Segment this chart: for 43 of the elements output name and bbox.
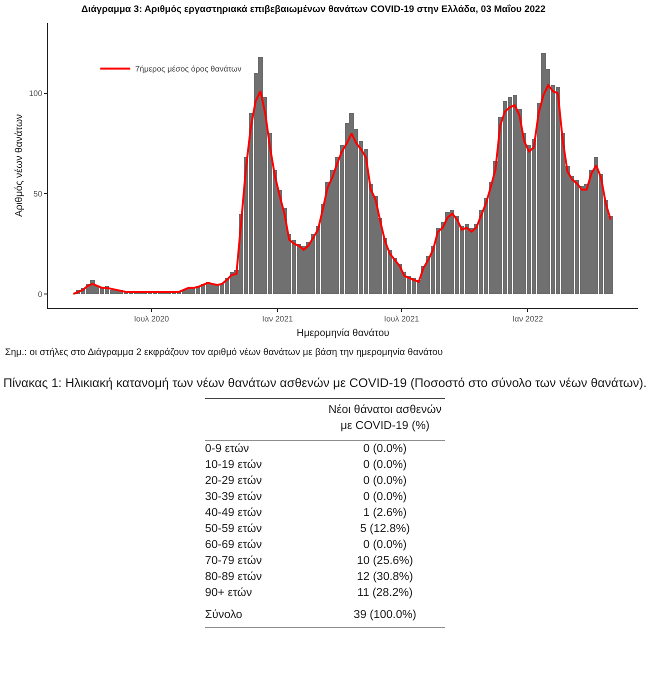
x-axis-title: Ημερομηνία θανάτου [296,328,390,340]
category-label: 40-49 ετών [205,506,263,522]
y-tick-label: 0 [38,290,43,299]
category-label: 20-29 ετών [205,474,263,490]
y-tick-label: 50 [33,189,43,198]
text: 0 (0.0%) [363,459,407,472]
category-label: 30-39 ετών [205,490,263,506]
category-label: 50-59 ετών [205,522,263,538]
text: 0 (0.0%) [363,491,407,504]
x-tick-label: Ιουλ 2021 [384,314,420,324]
category-label: 60-69 ετών [205,538,263,554]
x-tick-label: Ιαν 2022 [512,314,544,324]
x-tick-label: Ιαν 2021 [262,314,294,324]
text: 1 (2.6%) [363,507,407,520]
category-label: 0-9 ετών [205,442,250,458]
category-label: Σύνολο [205,608,244,624]
text: 12 (30.8%) [356,571,414,584]
category-label: 10-19 ετών [205,458,263,474]
bar [349,113,354,294]
text: 39 (100.0%) [354,609,416,622]
text: Πίνακας 1: Ηλικιακή κατανομή των νέων θανάτων ασθενών με COVID-19 (Ποσοστό στο σύνολο των νέων θανάτων). [2,376,648,390]
legend-label: 7ήμερος μέσος όρος θανάτων [135,64,242,74]
category-label: 70-79 ετών [205,554,263,570]
chart-title: Διάγραμμα 3: Αριθμός εργαστηριακά επιβεβαιωμένων θανάτων COVID-19 στην Ελλάδα, 03 Μαΐου 2022 [81,4,546,16]
bar [445,212,450,294]
x-tick-label: Ιουλ 2020 [134,314,170,324]
category-label: 80-89 ετών [205,570,263,586]
bar [469,228,474,294]
bar [210,284,215,294]
text: Σημ.: οι στήλες στο Διάγραμμα 2 εκφράζουν τον αριθμό νέων θανάτων με βάση την ημερομηνία θανάτου [5,347,443,358]
text: 0 (0.0%) [363,539,407,552]
text: 10 (25.6%) [356,555,414,568]
bar [541,53,546,294]
y-axis-title: Αριθμός νέων θανάτων [14,114,25,217]
bar [258,57,263,294]
y-tick-label: 100 [28,89,43,98]
category-label: 90+ ετών [205,586,253,602]
text: 11 (28.2%) [357,587,413,600]
text: 5 (12.8%) [360,523,410,536]
line-series [72,84,612,295]
text: 0 (0.0%) [363,475,407,488]
text: 0 (0.0%) [363,443,407,456]
text: Νέοι θάνατοι ασθενών με COVID-19 (%) [327,403,443,434]
